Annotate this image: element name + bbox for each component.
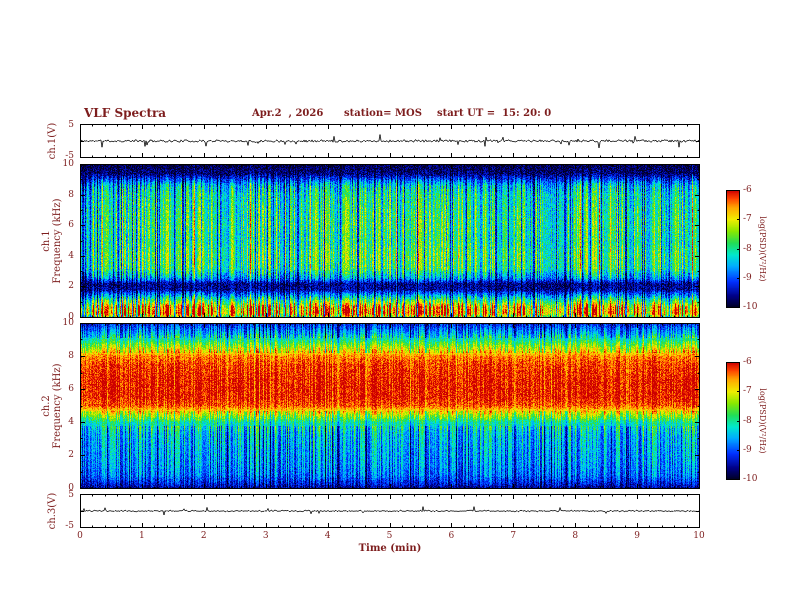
ch3-waveform-plot — [80, 494, 700, 528]
tick-label: -8 — [743, 415, 752, 426]
tick-label: 4 — [68, 250, 74, 261]
tick-label: 2 — [68, 281, 74, 292]
tick-label: -7 — [743, 386, 752, 397]
tick-label: 4 — [68, 417, 74, 427]
tick-label: -5 — [65, 151, 74, 161]
ch2-label-line1: ch.2 — [41, 395, 52, 417]
tick-label: 9 — [634, 531, 640, 541]
tick-label: -10 — [743, 302, 758, 312]
tick-label: 2 — [68, 450, 74, 460]
tick-label: 8 — [68, 351, 74, 361]
tick-label: 6 — [448, 531, 455, 541]
ch3-voltage-axis-label: ch.3(V) — [45, 461, 59, 561]
tick-label: 2 — [200, 531, 207, 541]
tick-label: 3 — [262, 531, 269, 541]
tick-label: 8 — [68, 189, 74, 200]
start-ut-label: start UT = 15: 20: 0 — [437, 108, 552, 119]
tick-label: -6 — [743, 357, 752, 367]
tick-label: -10 — [743, 474, 758, 484]
tick-label: 10 — [62, 318, 74, 328]
tick-label: -7 — [743, 214, 752, 225]
ch2-spectrogram — [80, 323, 700, 489]
tick-label: 4 — [324, 531, 331, 541]
tick-label: 8 — [572, 531, 579, 541]
tick-label: 10 — [693, 531, 705, 541]
tick-label: 10 — [62, 159, 74, 169]
ch2-label-line2: Frequency (kHz) — [52, 363, 63, 449]
ch1-spectrogram — [80, 164, 700, 318]
tick-label: -9 — [743, 444, 752, 455]
time-axis-label: Time (min) — [358, 543, 422, 554]
tick-label: 6 — [68, 220, 74, 231]
tick-label: 7 — [510, 531, 517, 541]
tick-label: 1 — [139, 531, 145, 541]
date-label: Apr.2 , 2026 — [252, 108, 324, 119]
ch1-label-line1: ch.1 — [41, 230, 52, 252]
tick-label: 6 — [68, 384, 74, 394]
tick-label: 5 — [68, 120, 74, 130]
tick-label: 0 — [68, 312, 74, 322]
tick-label: 5 — [386, 531, 393, 541]
tick-label: 5 — [68, 490, 74, 500]
ch1-label-line2: Frequency (kHz) — [52, 198, 63, 284]
tick-label: -8 — [743, 243, 752, 254]
colorbar-ch1 — [726, 190, 740, 308]
tick-label: -6 — [743, 185, 752, 195]
colorbar-ch2 — [726, 362, 740, 480]
tick-label: 0 — [68, 483, 74, 493]
tick-label: -9 — [743, 272, 752, 283]
tick-label: -5 — [65, 521, 74, 531]
ch1-frequency-axis-label: ch.1 Frequency (kHz) — [39, 166, 65, 316]
tick-label: 0 — [77, 531, 83, 541]
station-label: station= MOS — [344, 108, 422, 119]
figure-title: VLF Spectra — [84, 106, 167, 120]
ch1-waveform-plot — [80, 124, 700, 158]
